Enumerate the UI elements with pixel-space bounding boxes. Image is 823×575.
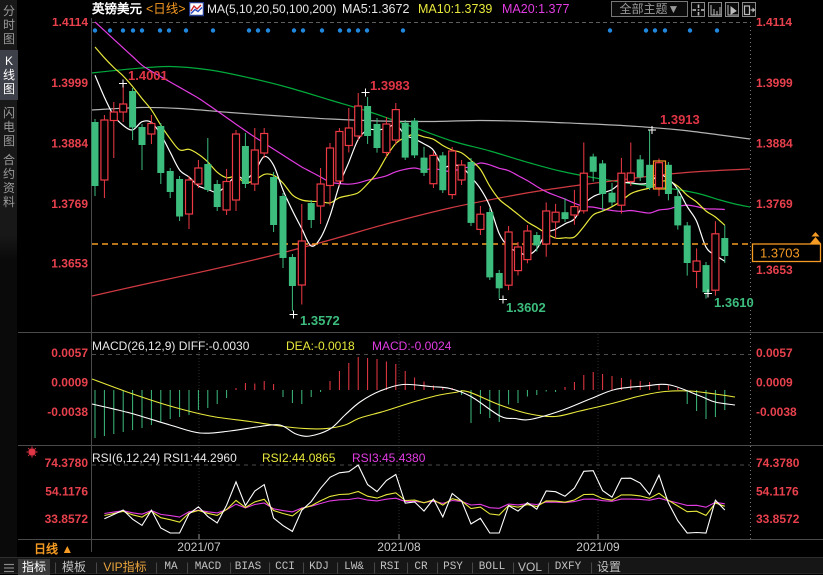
svg-text:1.3983: 1.3983 — [370, 78, 410, 93]
svg-text:0.0009: 0.0009 — [51, 376, 88, 390]
svg-text:1.4114: 1.4114 — [756, 15, 792, 29]
svg-text:54.1176: 54.1176 — [756, 485, 799, 499]
svg-text:MACD:-0.0024: MACD:-0.0024 — [372, 339, 452, 353]
svg-text:1.4114: 1.4114 — [52, 15, 88, 29]
svg-text:-0.0038: -0.0038 — [47, 405, 88, 419]
svg-text:1.3884: 1.3884 — [51, 137, 88, 151]
svg-text:1.3999: 1.3999 — [756, 76, 793, 90]
svg-text:1.3884: 1.3884 — [756, 137, 793, 151]
svg-text:33.8572: 33.8572 — [45, 512, 89, 526]
svg-text:74.3780: 74.3780 — [45, 456, 89, 470]
svg-text:-0.0038: -0.0038 — [756, 405, 797, 419]
svg-text:0.0057: 0.0057 — [756, 346, 793, 360]
svg-text:MACD(26,12,9) DIFF:-0.0030: MACD(26,12,9) DIFF:-0.0030 — [92, 339, 250, 353]
svg-text:1.3653: 1.3653 — [51, 257, 88, 271]
svg-text:1.3653: 1.3653 — [756, 263, 793, 277]
svg-text:0.0009: 0.0009 — [756, 376, 793, 390]
svg-text:1.3572: 1.3572 — [300, 313, 340, 328]
svg-text:RSI3:45.4380: RSI3:45.4380 — [352, 451, 426, 465]
svg-text:33.8572: 33.8572 — [756, 512, 800, 526]
svg-text:1.3602: 1.3602 — [506, 300, 546, 315]
svg-text:1.3703: 1.3703 — [760, 246, 800, 261]
svg-text:1.3610: 1.3610 — [714, 295, 754, 310]
svg-text:54.1176: 54.1176 — [45, 485, 88, 499]
svg-text:1.3769: 1.3769 — [756, 197, 793, 211]
svg-text:DEA:-0.0018: DEA:-0.0018 — [286, 339, 355, 353]
svg-text:1.4001: 1.4001 — [128, 68, 168, 83]
svg-text:1.3999: 1.3999 — [51, 76, 88, 90]
svg-text:RSI2:44.0865: RSI2:44.0865 — [262, 451, 336, 465]
svg-text:74.3780: 74.3780 — [756, 456, 800, 470]
svg-text:0.0057: 0.0057 — [51, 346, 88, 360]
svg-text:1.3769: 1.3769 — [51, 197, 88, 211]
svg-text:1.3913: 1.3913 — [660, 112, 700, 127]
svg-text:RSI(6,12,24) RSI1:44.2960: RSI(6,12,24) RSI1:44.2960 — [92, 451, 237, 465]
